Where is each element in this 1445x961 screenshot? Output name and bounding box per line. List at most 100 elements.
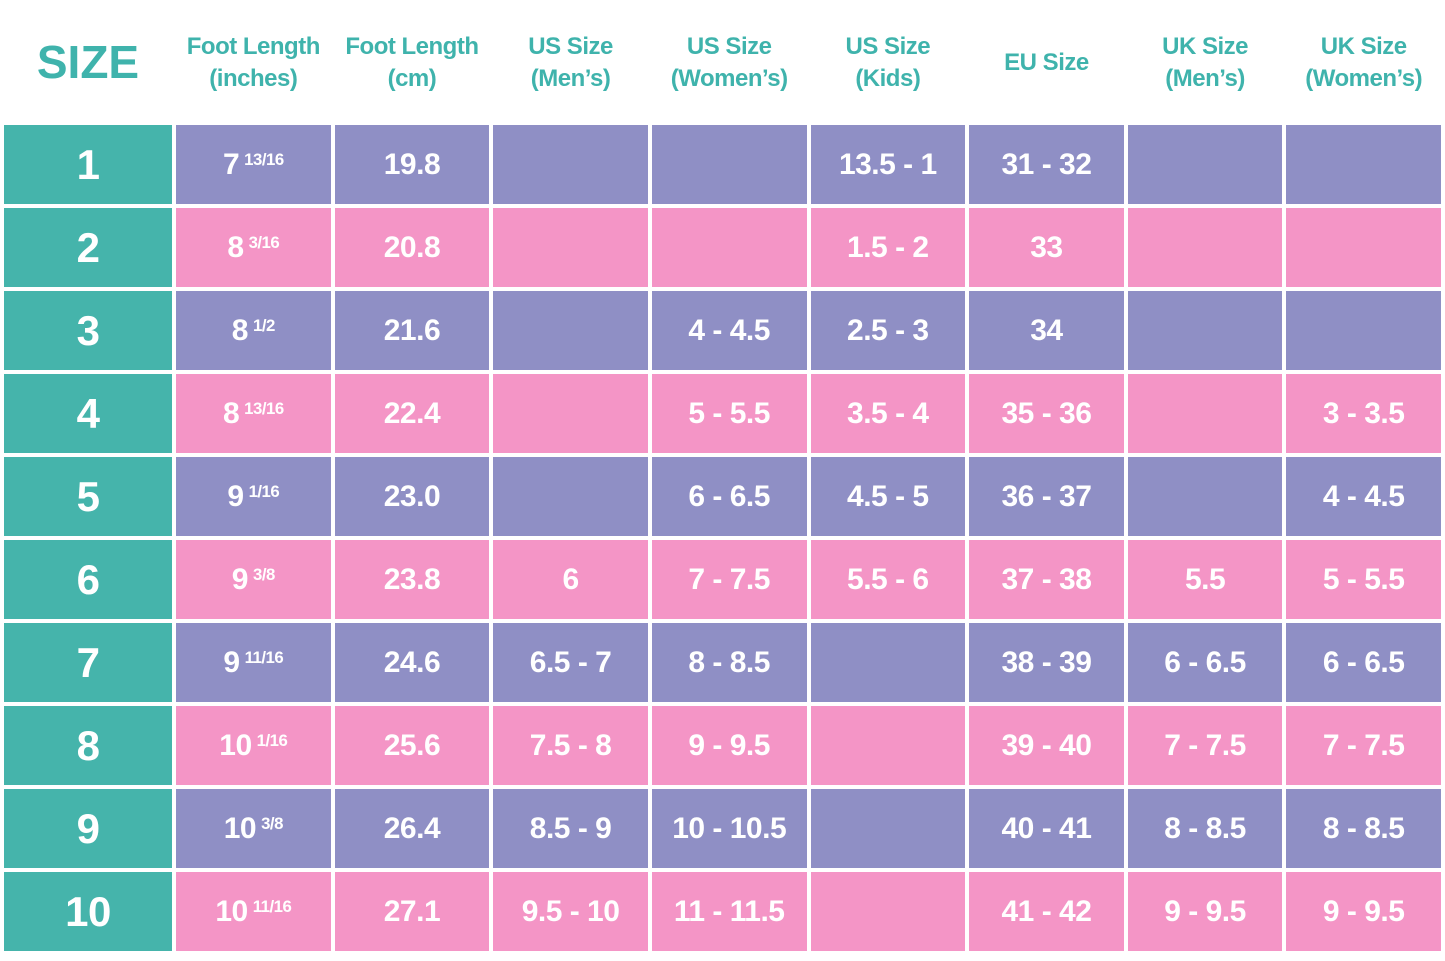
table-row: 7 9 11/16 24.6 6.5 - 7 8 - 8.5 38 - 39 6 - 6.5 6… (4, 623, 1441, 702)
cell-uk_mens (1127, 374, 1283, 453)
us_mens-value: 9.5 - 10 (521, 894, 620, 928)
header-row: SIZE Foot Length (inches) Foot Length (cm) US… (4, 4, 1441, 121)
cell-uk_mens (1127, 291, 1283, 370)
cell-size: 6 (4, 540, 172, 619)
cell-uk_womens: 8 - 8.5 (1286, 789, 1441, 868)
size-value: 7 (76, 638, 100, 686)
cell-us_mens (493, 208, 648, 287)
cell-us_womens: 7 - 7.5 (651, 540, 807, 619)
header-label-line: (Kids) (855, 64, 921, 92)
eu-value: 36 - 37 (1001, 479, 1092, 513)
eu-value: 35 - 36 (1001, 396, 1092, 430)
eu-value: 40 - 41 (1001, 811, 1092, 845)
inches-whole: 10 (223, 811, 257, 845)
cell-uk_mens: 9 - 9.5 (1127, 872, 1283, 951)
eu-value: 31 - 32 (1001, 147, 1092, 181)
header-label-line: UK Size (1320, 32, 1407, 60)
header-us_mens: US Size (Men’s) (493, 4, 648, 121)
table-row: 5 9 1/16 23.0 6 - 6.5 4.5 - 5 36 - 37 4 - 4.5 (4, 457, 1441, 536)
cm-value: 27.1 (383, 894, 441, 928)
inches-fraction: 3/8 (252, 565, 275, 585)
size-value: 2 (76, 223, 100, 271)
cm-value: 21.6 (383, 313, 441, 347)
cell-foot_length_in: 7 13/16 (176, 125, 331, 204)
cell-size: 3 (4, 291, 172, 370)
cell-uk_womens: 6 - 6.5 (1286, 623, 1441, 702)
table-row: 6 9 3/8 23.8 6 7 - 7.5 5.5 - 6 37 - 38 5.5 5 - 5.… (4, 540, 1441, 619)
cell-eu: 41 - 42 (969, 872, 1124, 951)
cell-eu: 40 - 41 (969, 789, 1124, 868)
cell-uk_mens: 6 - 6.5 (1127, 623, 1283, 702)
cell-uk_mens: 7 - 7.5 (1127, 706, 1283, 785)
inches-fraction: 13/16 (244, 399, 284, 419)
uk_mens-value: 9 - 9.5 (1164, 894, 1246, 928)
inches-fraction: 3/8 (261, 814, 283, 834)
cell-us_mens (493, 125, 648, 204)
cell-foot_length_in: 10 1/16 (176, 706, 331, 785)
cell-size: 5 (4, 457, 172, 536)
size-value: 9 (76, 804, 100, 852)
inches-fraction: 11/16 (244, 648, 284, 668)
header-label-line: (Women’s) (670, 64, 788, 92)
size-value: 1 (76, 140, 100, 188)
cell-uk_mens (1127, 125, 1283, 204)
us_kids-value: 3.5 - 4 (847, 396, 929, 430)
cell-uk_womens: 9 - 9.5 (1286, 872, 1441, 951)
cell-size: 10 (4, 872, 172, 951)
inches-whole: 9 (223, 645, 240, 679)
header-label-line: (Men’s) (530, 64, 611, 92)
cell-uk_womens: 7 - 7.5 (1286, 706, 1441, 785)
uk_mens-value: 7 - 7.5 (1164, 728, 1246, 762)
cell-us_mens: 7.5 - 8 (493, 706, 648, 785)
uk_womens-value: 8 - 8.5 (1322, 811, 1405, 845)
cell-us_kids: 2.5 - 3 (810, 291, 966, 370)
cell-us_mens: 9.5 - 10 (493, 872, 648, 951)
eu-value: 37 - 38 (1001, 562, 1092, 596)
size-value: 8 (76, 721, 100, 769)
cm-value: 22.4 (383, 396, 441, 430)
cell-uk_womens (1286, 208, 1441, 287)
us_womens-value: 4 - 4.5 (688, 313, 770, 347)
table-row: 2 8 3/16 20.8 1.5 - 2 33 (4, 208, 1441, 287)
us_kids-value: 4.5 - 5 (847, 479, 929, 513)
header-label-line: (Women’s) (1305, 64, 1423, 92)
header-label-line: Foot Length (345, 32, 479, 60)
cell-uk_mens: 5.5 (1127, 540, 1283, 619)
eu-value: 38 - 39 (1001, 645, 1092, 679)
header-label-line: US Size (528, 32, 613, 60)
header-label-line: (Men’s) (1165, 64, 1245, 92)
cell-us_womens (651, 208, 807, 287)
table-row: 10 10 11/16 27.1 9.5 - 10 11 - 11.5 41 - 42 9 -… (4, 872, 1441, 951)
table-row: 3 8 1/2 21.6 4 - 4.5 2.5 - 3 34 (4, 291, 1441, 370)
cell-size: 1 (4, 125, 172, 204)
us_womens-value: 10 - 10.5 (672, 811, 787, 845)
table-row: 1 7 13/16 19.8 13.5 - 1 31 - 32 (4, 125, 1441, 204)
inches-fraction: 3/16 (248, 233, 280, 253)
cell-cm: 22.4 (334, 374, 490, 453)
cell-eu: 37 - 38 (969, 540, 1124, 619)
us_kids-value: 13.5 - 1 (838, 147, 937, 181)
header-label-line: US Size (686, 32, 772, 60)
inches-whole: 9 (227, 479, 244, 513)
cell-uk_womens: 5 - 5.5 (1286, 540, 1441, 619)
cell-eu: 36 - 37 (969, 457, 1124, 536)
us_kids-value: 1.5 - 2 (847, 230, 929, 264)
cell-us_womens: 5 - 5.5 (651, 374, 807, 453)
cm-value: 26.4 (383, 811, 441, 845)
cell-us_kids (810, 706, 966, 785)
eu-value: 39 - 40 (1001, 728, 1092, 762)
cell-size: 7 (4, 623, 172, 702)
header-size: SIZE (4, 4, 172, 121)
size-value: 4 (76, 389, 100, 437)
inches-fraction: 13/16 (244, 150, 284, 170)
eu-value: 33 (1030, 230, 1063, 264)
uk_mens-value: 5.5 (1184, 562, 1226, 596)
uk_womens-value: 5 - 5.5 (1322, 562, 1405, 596)
header-uk_womens: UK Size (Women’s) (1286, 4, 1441, 121)
cell-us_womens: 6 - 6.5 (651, 457, 807, 536)
cell-us_mens: 8.5 - 9 (493, 789, 648, 868)
inches-whole: 9 (231, 562, 249, 596)
us_kids-value: 2.5 - 3 (847, 313, 929, 347)
